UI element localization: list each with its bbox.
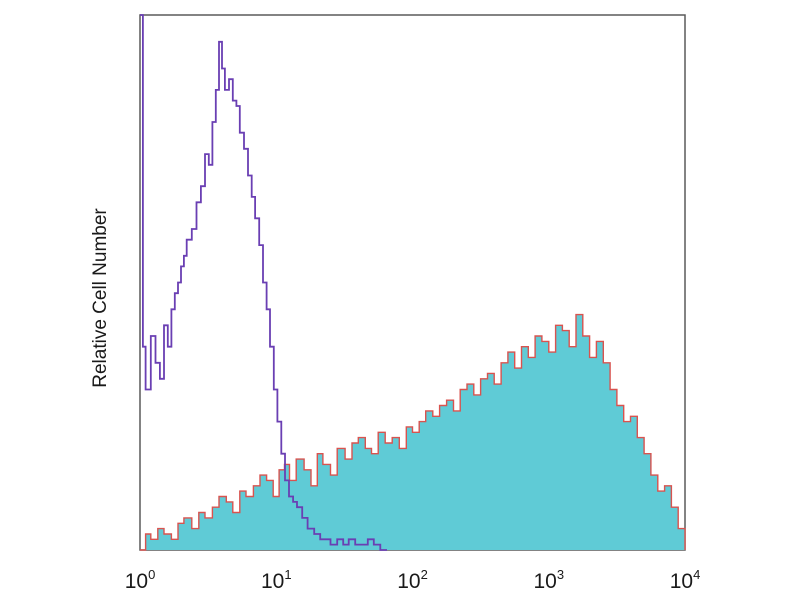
plot-area bbox=[139, 14, 686, 551]
x-tick-label: 101 bbox=[261, 567, 292, 593]
y-axis-label: Relative Cell Number bbox=[90, 208, 111, 388]
series-layer bbox=[140, 14, 686, 551]
x-axis-ticks: 100 101 102 103 104 bbox=[125, 567, 701, 593]
x-tick-label: 100 bbox=[125, 567, 156, 593]
x-tick-label: 102 bbox=[397, 567, 428, 593]
x-tick-label: 104 bbox=[670, 567, 701, 593]
control-histogram-line bbox=[140, 14, 387, 551]
filled-histogram-edge bbox=[140, 313, 686, 551]
x-tick-label: 103 bbox=[533, 567, 564, 593]
